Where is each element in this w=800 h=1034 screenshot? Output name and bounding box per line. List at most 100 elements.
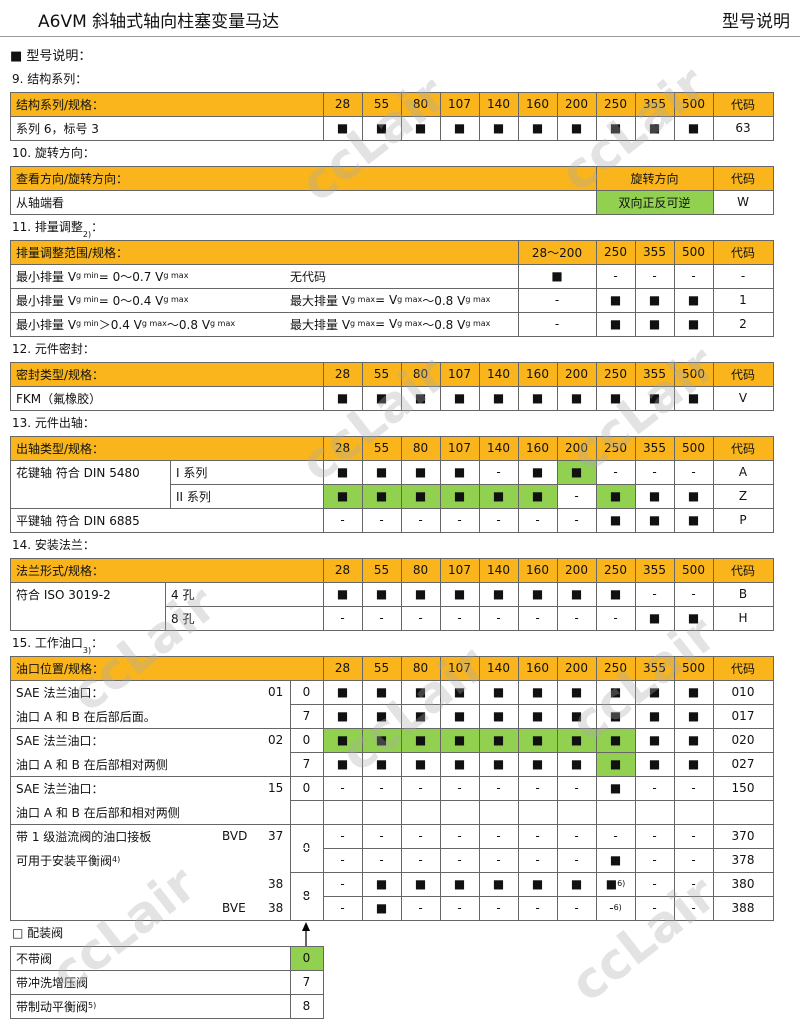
value: V <box>713 386 773 410</box>
text: 平键轴 符合 DIN 6885 <box>16 513 140 528</box>
value: ■ <box>362 704 401 728</box>
value: ■ <box>635 680 674 704</box>
value: ■ <box>440 704 479 728</box>
text: 查看方向/旋转方向： <box>16 171 129 186</box>
text: 28 <box>334 97 351 111</box>
section-title: 10. 旋转方向： <box>12 140 95 166</box>
text: - <box>496 781 501 795</box>
value-cell <box>557 460 597 485</box>
text: - <box>609 901 614 915</box>
text: ■ <box>687 293 700 307</box>
section-title: 9. 结构系列： <box>12 66 87 92</box>
text: 010 <box>731 685 755 699</box>
value: - <box>635 872 674 896</box>
text: ■ <box>375 465 388 479</box>
text: 0 <box>302 781 311 795</box>
value: ■ <box>401 872 440 896</box>
row-label <box>16 872 218 896</box>
header-col: 355 <box>635 558 674 582</box>
value: ■ <box>440 116 479 140</box>
value: - <box>596 824 635 848</box>
text: FKM（氟橡胶） <box>16 391 102 406</box>
text: - <box>340 877 345 891</box>
text: 9. 结构系列： <box>12 72 88 86</box>
text: ■ <box>375 685 388 699</box>
row-label: 平键轴 符合 DIN 6885 <box>16 508 172 532</box>
value: - <box>518 824 557 848</box>
value: - <box>362 606 401 630</box>
header-col: 250 <box>596 362 635 386</box>
text: 378 <box>731 853 755 867</box>
text: ■ <box>414 685 427 699</box>
value: ■ <box>440 872 479 896</box>
header-cell <box>635 558 675 583</box>
header-col: 28 <box>323 362 362 386</box>
text: - <box>457 781 462 795</box>
header-col: 80 <box>401 558 440 582</box>
text: 250 <box>604 563 627 577</box>
value: ■ <box>362 116 401 140</box>
value-cell <box>596 190 714 215</box>
header-rule <box>0 36 800 37</box>
header-col: 500 <box>674 92 713 116</box>
row-label <box>222 872 264 896</box>
text: ■ <box>648 293 661 307</box>
value-cell <box>713 190 774 215</box>
text: 80 <box>412 563 429 577</box>
value: - <box>401 824 440 848</box>
text: 出轴类型/规格： <box>16 441 105 456</box>
option-code: 0 <box>290 776 323 800</box>
value: - <box>479 848 518 872</box>
text: - <box>340 513 345 527</box>
text: 最小排量 V <box>16 293 77 308</box>
text: 380 <box>731 877 755 891</box>
text: 107 <box>448 367 471 381</box>
value-cell <box>323 728 363 753</box>
value: H <box>713 606 773 630</box>
value-cell <box>713 312 774 337</box>
text: 油口 A 和 B 在后部和相对两侧 <box>16 805 180 820</box>
text: - <box>574 513 579 527</box>
text: 355 <box>643 563 666 577</box>
text: - <box>613 611 618 625</box>
value: ■ <box>557 680 596 704</box>
text: ■ <box>687 709 700 723</box>
value: - <box>440 776 479 800</box>
value: Z <box>713 484 773 508</box>
text: ■ <box>414 757 427 771</box>
header-col: 28 <box>323 436 362 460</box>
value: ■ 6) <box>605 877 626 891</box>
text: - <box>457 611 462 625</box>
value: ■ <box>518 872 557 896</box>
text: - <box>418 853 423 867</box>
value: P <box>713 508 773 532</box>
text: ■ <box>551 269 563 283</box>
value: ■ <box>674 680 713 704</box>
text: 107 <box>448 97 471 111</box>
text: ■ <box>609 391 622 405</box>
value: ■ <box>596 728 635 752</box>
merge <box>11 800 290 801</box>
text: 160 <box>526 367 549 381</box>
header-col: 55 <box>362 656 401 680</box>
text: 2 <box>739 317 747 331</box>
header-col: 200 <box>557 558 596 582</box>
text: - <box>457 829 462 843</box>
value: ■ <box>479 582 518 606</box>
text: 代码 <box>730 245 755 260</box>
value: - <box>635 824 674 848</box>
value: ■ <box>674 606 713 630</box>
value: - <box>518 606 557 630</box>
value: - <box>674 872 713 896</box>
text: - <box>457 853 462 867</box>
text: ■ <box>648 391 661 405</box>
value: - <box>596 606 635 630</box>
text: ■ <box>531 709 544 723</box>
row-label: 可用于安装平衡阀 4) <box>16 853 121 868</box>
value: ■ <box>596 848 635 872</box>
text: ■ <box>609 587 622 601</box>
value: - <box>479 460 518 484</box>
text: ■ <box>609 781 622 795</box>
text: 系列 6，标号 3 <box>16 121 99 136</box>
text: 80 <box>412 661 429 675</box>
